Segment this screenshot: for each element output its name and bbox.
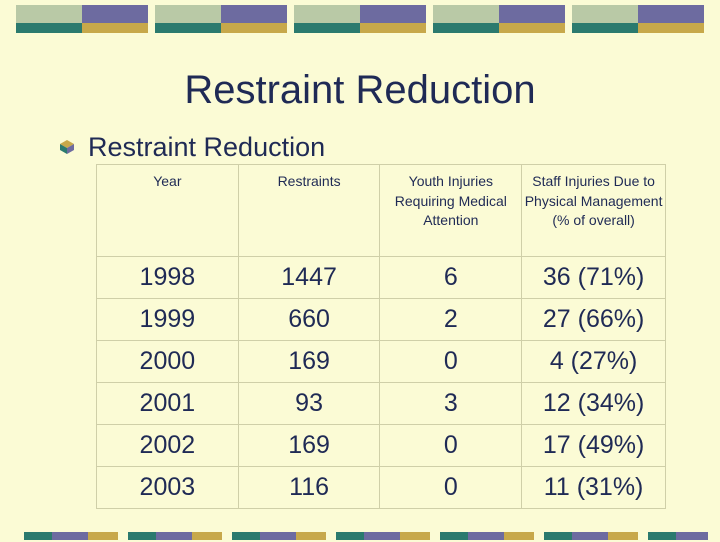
cell-youth-injuries: 3 [379,382,523,425]
deco-block [572,5,704,33]
bullet-text: Restraint Reduction [88,131,326,162]
bullet-cube-icon [60,140,74,154]
cell-youth-injuries: 0 [379,340,523,383]
cell-restraints: 169 [237,340,381,383]
cell-year: 1998 [96,256,239,299]
table-row: 2001 93 3 12 (34%) [96,382,666,425]
cell-youth-injuries: 2 [379,298,523,341]
restraint-data-table: Year Restraints Youth Injuries Requiring… [96,164,666,509]
cell-staff-injuries: 12 (34%) [521,382,666,425]
deco-block [294,5,426,33]
cell-staff-injuries: 11 (31%) [521,466,666,509]
cell-staff-injuries: 36 (71%) [521,256,666,299]
cell-youth-injuries: 0 [379,424,523,467]
deco-block [433,5,565,33]
cell-year: 2002 [96,424,239,467]
cell-year: 2003 [96,466,239,509]
table-header-row: Year Restraints Youth Injuries Requiring… [96,164,666,257]
cell-restraints: 660 [237,298,381,341]
table-row: 1999 660 2 27 (66%) [96,298,666,341]
deco-block [155,5,287,33]
table-row: 2000 169 0 4 (27%) [96,340,666,383]
table-row: 2003 116 0 11 (31%) [96,466,666,509]
column-header-year: Year [96,164,239,257]
top-decorative-bar [0,5,720,33]
column-header-youth-injuries: Youth Injuries Requiring Medical Attenti… [379,164,523,257]
cell-restraints: 116 [237,466,381,509]
slide-title: Restraint Reduction [184,68,536,112]
cell-staff-injuries: 4 (27%) [521,340,666,383]
bottom-decorative-bar [0,532,720,542]
cell-restraints: 93 [237,382,381,425]
cell-year: 1999 [96,298,239,341]
table-row: 2002 169 0 17 (49%) [96,424,666,467]
cell-restraints: 1447 [237,256,381,299]
cell-youth-injuries: 6 [379,256,523,299]
column-header-staff-injuries: Staff Injuries Due to Physical Managemen… [521,164,666,257]
cell-year: 2001 [96,382,239,425]
cell-youth-injuries: 0 [379,466,523,509]
cell-staff-injuries: 27 (66%) [521,298,666,341]
cell-year: 2000 [96,340,239,383]
table-row: 1998 1447 6 36 (71%) [96,256,666,299]
deco-block [16,5,148,33]
cell-restraints: 169 [237,424,381,467]
cell-staff-injuries: 17 (49%) [521,424,666,467]
bullet-item: Restraint Reduction [60,130,325,164]
column-header-restraints: Restraints [237,164,381,257]
